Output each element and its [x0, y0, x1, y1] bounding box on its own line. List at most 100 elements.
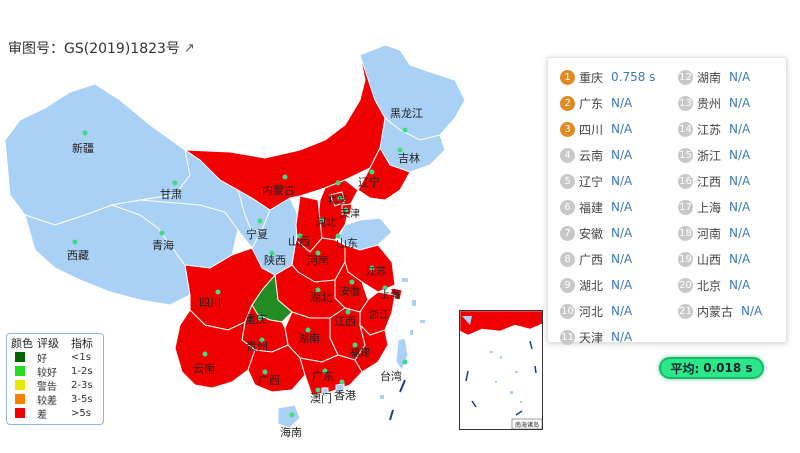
province-beijing[interactable] — [329, 191, 346, 207]
label-hongkong: 香港 — [334, 389, 356, 402]
result-value: N/A — [611, 330, 633, 344]
result-row: 3 四川 N/A — [560, 116, 680, 142]
result-province-name: 浙江 — [697, 148, 722, 163]
result-value: N/A — [729, 174, 751, 188]
result-province-name: 辽宁 — [579, 174, 604, 189]
legend-metric: 1-2s — [71, 365, 93, 377]
result-value: N/A — [729, 278, 751, 292]
rank-badge: 12 — [678, 69, 693, 85]
result-value: N/A — [729, 122, 751, 136]
rank-badge: 19 — [678, 251, 693, 267]
sea-boundary-dashes — [389, 379, 406, 421]
result-province-name: 内蒙古 — [697, 304, 734, 319]
rank-badge: 17 — [678, 199, 693, 215]
result-value: N/A — [611, 174, 633, 188]
legend-level: 较好 — [37, 367, 57, 379]
rank-badge: 9 — [560, 277, 575, 293]
legend-row: 较差 3-5s — [11, 392, 99, 407]
external-link-icon[interactable]: ↗ — [183, 40, 195, 56]
result-province-name: 重庆 — [579, 70, 604, 85]
label-jiangxi: 江西 — [334, 315, 356, 328]
rank-badge: 20 — [678, 277, 693, 293]
label-hubei: 湖北 — [310, 291, 332, 304]
label-xinjiang: 新疆 — [72, 141, 94, 155]
result-value: N/A — [611, 122, 633, 136]
label-tianjin: 天津 — [340, 208, 360, 220]
result-province-name: 云南 — [579, 148, 604, 163]
result-row: 10 河北 N/A — [560, 298, 680, 324]
result-row: 7 安徽 N/A — [560, 220, 680, 246]
legend-row: 好 <1s — [11, 350, 99, 365]
legend-metric: <1s — [71, 351, 91, 363]
label-anhui: 安徽 — [340, 285, 360, 298]
legend-row: 较好 1-2s — [11, 364, 99, 379]
label-chongqing: 重庆 — [245, 312, 267, 326]
rank-badge: 4 — [560, 147, 575, 163]
result-row: 1 重庆 0.758 s — [560, 64, 680, 90]
result-row: 14 江苏 N/A — [678, 116, 798, 142]
results-panel: 1 重庆 0.758 s 2 广东 N/A 3 四川 N/A 4 云南 N/A 5 辽宁 N/A 6 福建 N/A… — [547, 57, 787, 345]
result-row: 6 福建 N/A — [560, 194, 680, 220]
legend-level: 差 — [37, 409, 47, 421]
result-province-name: 安徽 — [579, 226, 604, 241]
result-value: N/A — [729, 96, 751, 110]
result-province-name: 江苏 — [697, 122, 722, 137]
result-value: N/A — [741, 304, 763, 318]
coastal-islands — [380, 278, 425, 399]
legend-header-metric: 指标 — [71, 337, 93, 350]
result-value: N/A — [729, 252, 751, 266]
label-zhejiang: 浙江 — [369, 309, 389, 321]
province-guangxi[interactable] — [247, 344, 306, 393]
label-qinghai: 青海 — [152, 238, 174, 252]
province-liaoning[interactable] — [357, 146, 411, 201]
result-province-name: 山西 — [697, 252, 722, 267]
label-shanghai: 上海 — [380, 288, 400, 301]
result-province-name: 上海 — [697, 200, 722, 215]
approval-number-text: 审图号：GS(2019)1823号 — [8, 41, 180, 57]
label-guangxi: 广西 — [258, 374, 280, 387]
label-shanxi: 山西 — [288, 235, 310, 248]
rank-badge: 5 — [560, 173, 575, 189]
province-taiwan[interactable] — [395, 337, 409, 372]
result-row: 19 山西 N/A — [678, 246, 798, 272]
result-row: 15 浙江 N/A — [678, 142, 798, 168]
result-value: N/A — [611, 200, 633, 214]
average-badge: 平均: 0.018 s — [659, 357, 764, 379]
province-guangdong[interactable] — [299, 354, 363, 396]
legend-header-color: 颜色 — [11, 337, 33, 350]
result-value: N/A — [611, 304, 633, 318]
legend-header: 颜色 评级 指标 — [11, 336, 99, 350]
result-row: 4 云南 N/A — [560, 142, 680, 168]
label-macau: 澳门 — [310, 391, 332, 405]
rank-badge: 10 — [560, 303, 575, 319]
result-row: 2 广东 N/A — [560, 90, 680, 116]
rank-badge: 16 — [678, 173, 693, 189]
result-province-name: 江西 — [697, 174, 722, 189]
legend-swatch — [15, 394, 25, 404]
result-value: N/A — [611, 96, 633, 110]
label-fujian: 福建 — [350, 346, 370, 359]
legend-swatch — [15, 352, 25, 362]
label-neimenggu: 内蒙古 — [262, 183, 295, 197]
label-xizang: 西藏 — [67, 249, 89, 262]
rank-badge: 18 — [678, 225, 693, 241]
label-liaoning: 辽宁 — [358, 175, 380, 189]
label-yunnan: 云南 — [193, 362, 215, 375]
legend-swatch — [15, 380, 25, 390]
label-jiangsu: 江苏 — [366, 265, 386, 278]
legend-row: 差 >5s — [11, 406, 99, 421]
result-value: N/A — [729, 226, 751, 240]
province-yunnan[interactable] — [174, 309, 256, 389]
label-sichuan: 四川 — [199, 296, 221, 309]
result-province-name: 天津 — [579, 330, 604, 345]
result-province-name: 湖南 — [697, 70, 722, 85]
map-legend: 颜色 评级 指标 好 <1s 较好 1-2s 警告 2-3s 较差 3-5s 差 >5s — [6, 333, 104, 425]
province-hainan[interactable] — [277, 404, 301, 429]
result-value: 0.758 s — [611, 70, 656, 84]
province-labels: 黑龙江 吉林 辽宁 新疆 内蒙古 甘肃 北京 天津 河北 宁夏 山西 山东 青海… — [67, 107, 423, 439]
result-value: N/A — [729, 148, 751, 162]
province-macau[interactable] — [321, 387, 329, 395]
rank-badge: 13 — [678, 95, 693, 111]
result-row: 13 贵州 N/A — [678, 90, 798, 116]
rank-badge: 6 — [560, 199, 575, 215]
